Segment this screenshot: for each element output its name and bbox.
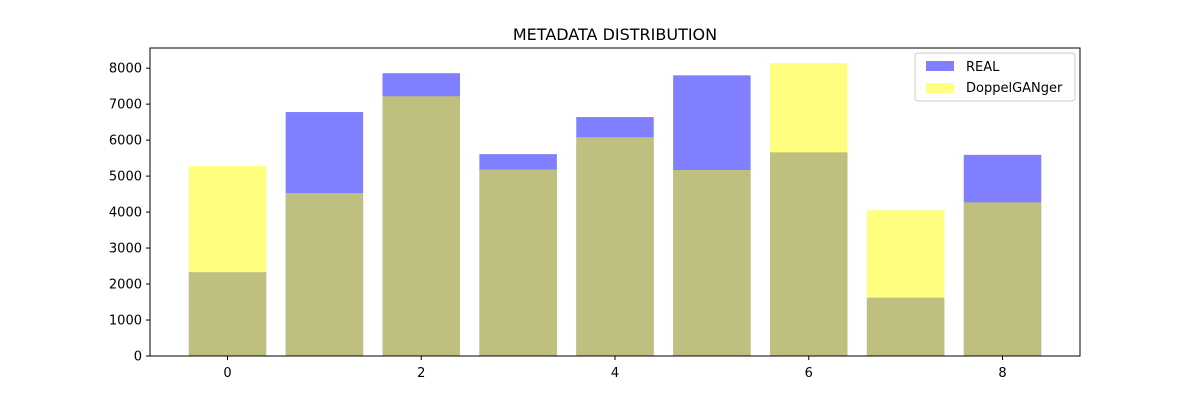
x-tick-label-4: 4 xyxy=(611,366,619,381)
y-tick-label-5000: 5000 xyxy=(109,170,142,185)
doppelganger-bars xyxy=(188,63,1042,356)
y-tick-label-8000: 8000 xyxy=(109,62,142,77)
y-axis: 0 1000 2000 3000 4000 5000 6000 7000 8000 xyxy=(109,62,150,365)
doppelganger-bar-4 xyxy=(576,137,654,356)
doppelganger-bar-6 xyxy=(770,63,848,356)
x-tick-label-0: 0 xyxy=(223,366,231,381)
y-tick-label-2000: 2000 xyxy=(109,278,142,293)
doppelganger-bar-1 xyxy=(285,193,364,356)
doppelganger-bar-0 xyxy=(188,166,267,356)
doppelganger-bar-2 xyxy=(382,96,460,356)
legend-label-doppelganger: DoppelGANger xyxy=(966,81,1063,96)
y-tick-label-6000: 6000 xyxy=(109,134,142,149)
x-tick-label-6: 6 xyxy=(805,366,813,381)
y-tick-label-3000: 3000 xyxy=(109,242,142,257)
doppelganger-bar-5 xyxy=(673,169,751,356)
x-axis: 0 2 4 6 8 xyxy=(223,356,1007,381)
doppelganger-bar-7 xyxy=(866,210,945,356)
doppelganger-bar-8 xyxy=(963,202,1042,356)
legend-swatch-doppelganger xyxy=(926,83,954,93)
legend: REAL DoppelGANger xyxy=(914,52,1076,102)
legend-box xyxy=(914,52,1076,102)
chart-title: METADATA DISTRIBUTION xyxy=(513,25,717,44)
legend-label-real: REAL xyxy=(966,60,1000,75)
y-tick-label-1000: 1000 xyxy=(109,314,142,329)
legend-swatch-real xyxy=(926,61,954,71)
doppelganger-bar-3 xyxy=(479,169,557,356)
y-tick-label-0: 0 xyxy=(134,350,142,365)
x-tick-label-8: 8 xyxy=(998,366,1006,381)
x-tick-label-2: 2 xyxy=(417,366,425,381)
y-tick-label-7000: 7000 xyxy=(109,98,142,113)
y-tick-label-4000: 4000 xyxy=(109,206,142,221)
